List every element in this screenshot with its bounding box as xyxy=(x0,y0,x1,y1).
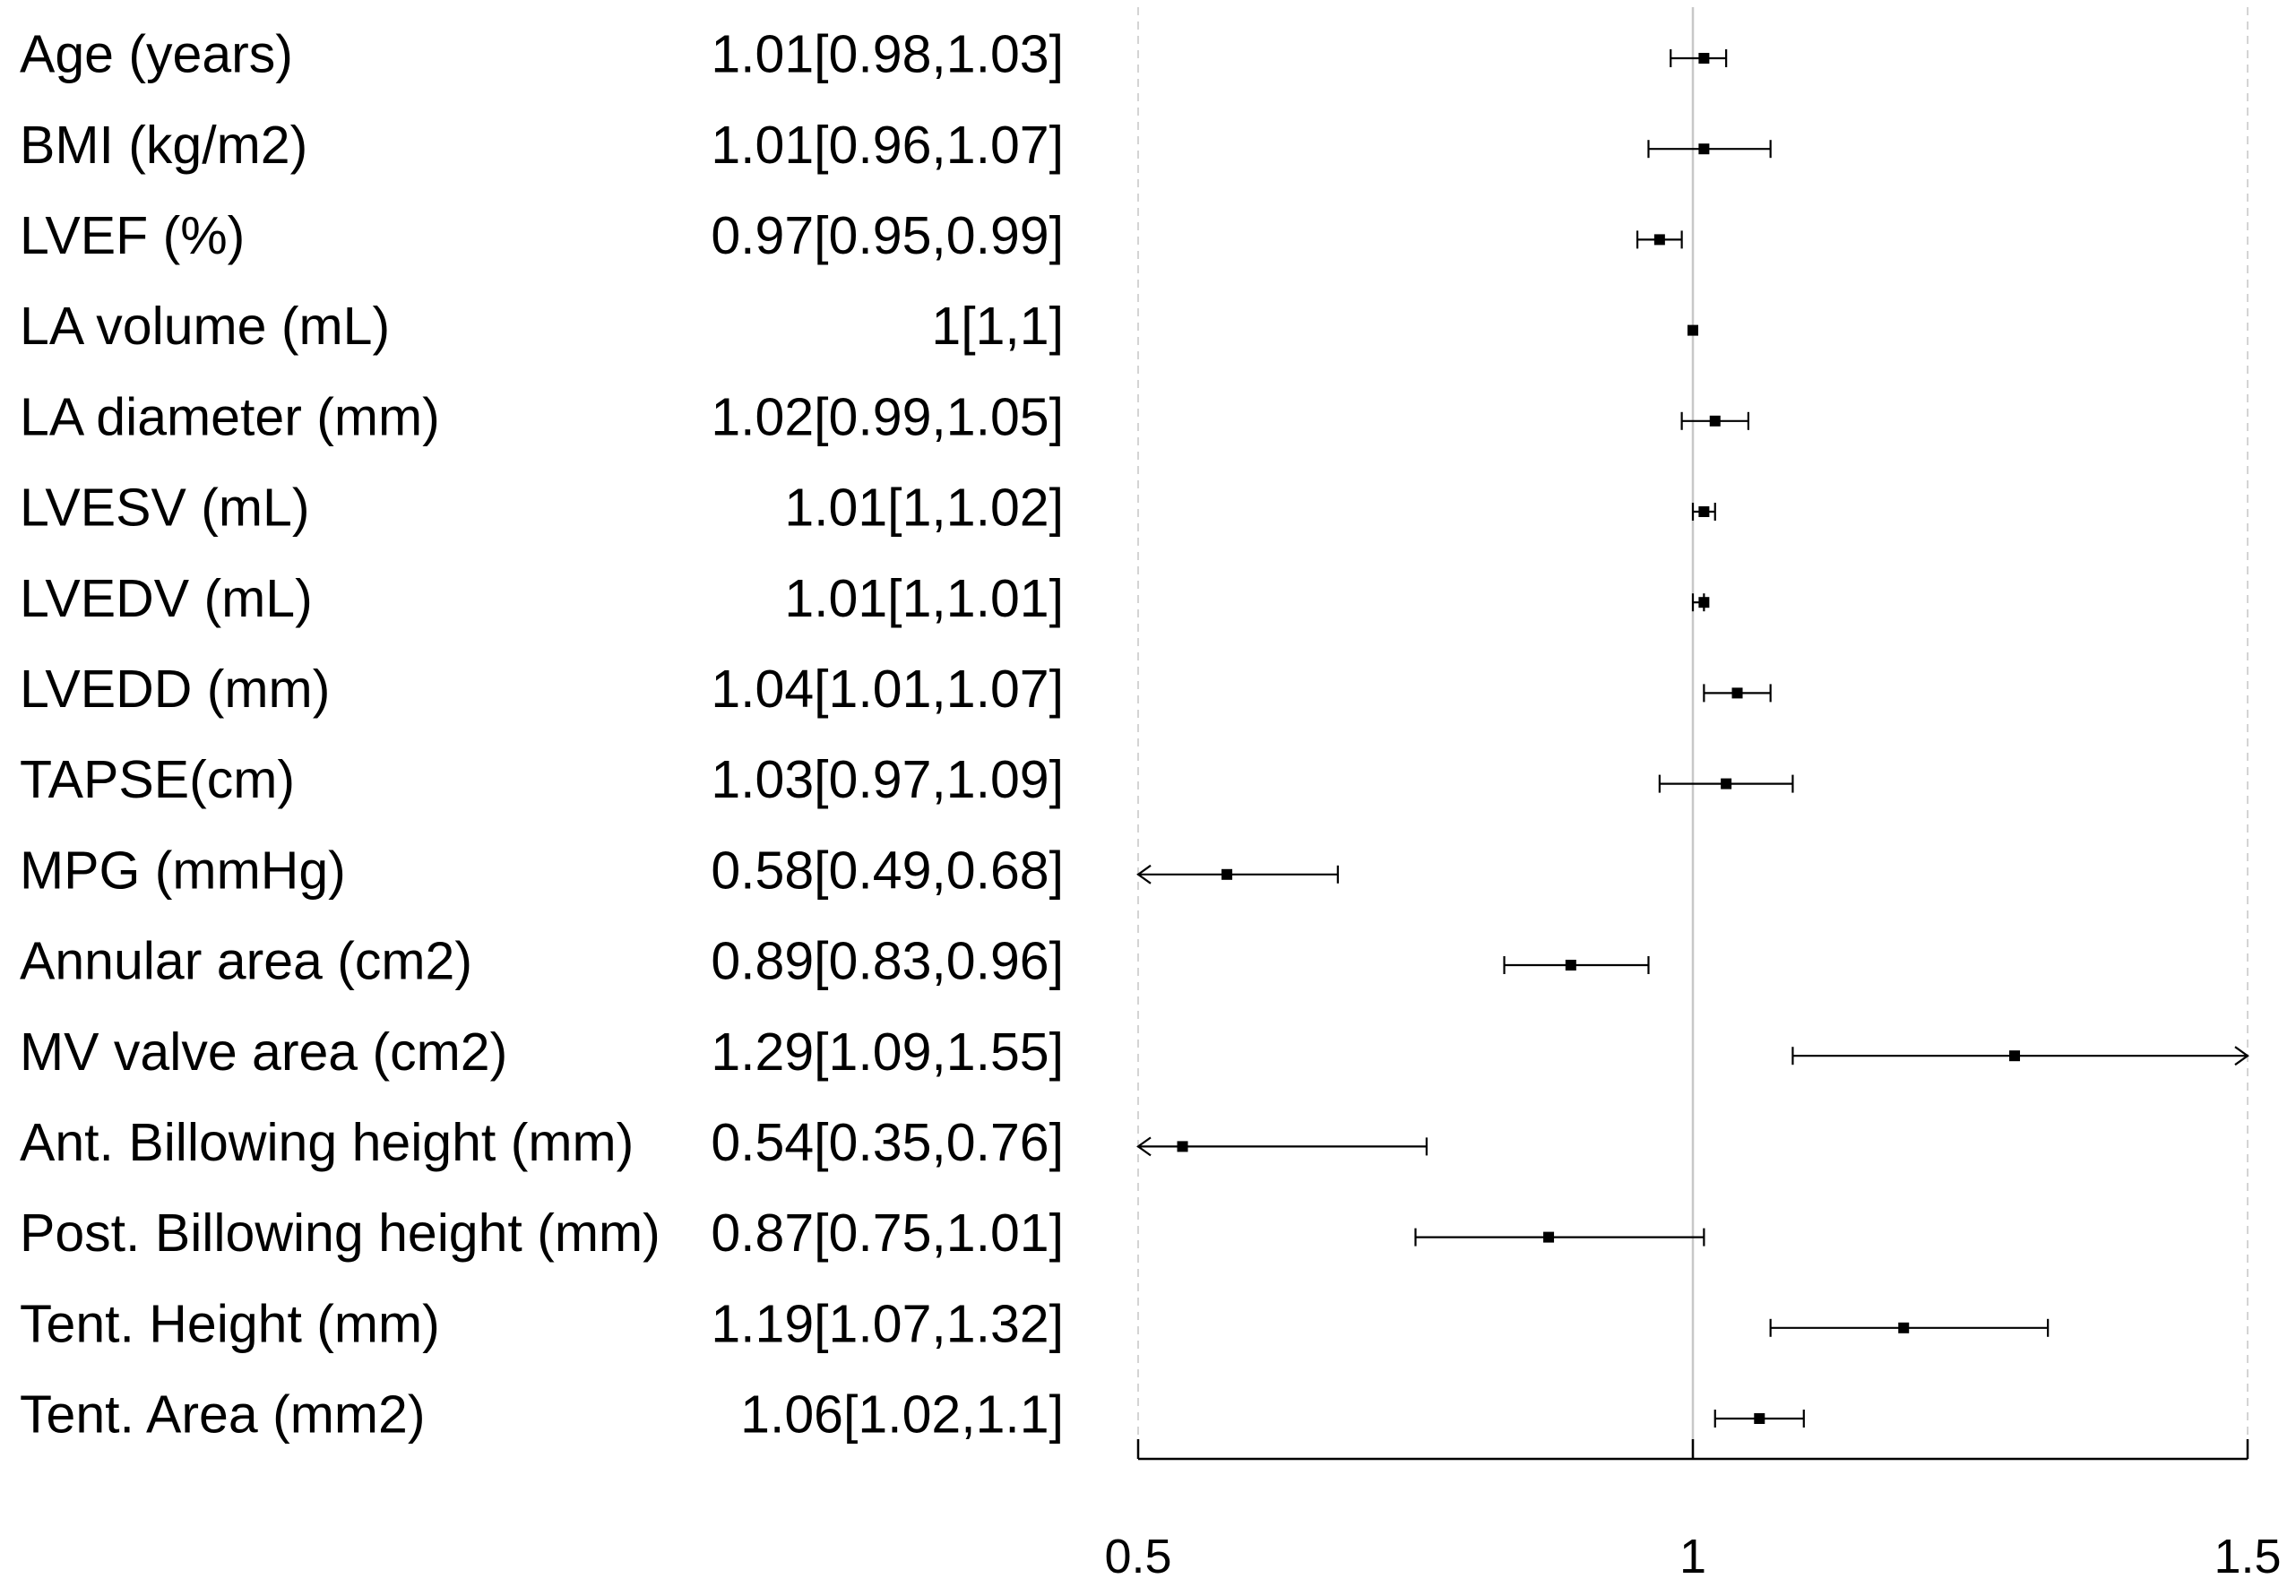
point-estimate xyxy=(1653,234,1665,246)
forest-row xyxy=(1658,774,1794,793)
row-label: LA diameter (mm) xyxy=(20,387,440,446)
row-label: LA volume (mL) xyxy=(20,297,390,356)
forest-row xyxy=(1636,230,1683,249)
forest-marks xyxy=(1136,49,2249,1428)
row-estimate: 1.06[1.02,1.1] xyxy=(740,1385,1064,1445)
row-estimate: 0.97[0.95,0.99] xyxy=(711,206,1064,265)
forest-row xyxy=(1691,503,1716,521)
row-estimate: 0.58[0.49,0.68] xyxy=(711,841,1064,900)
row-label: LVEDD (mm) xyxy=(20,660,330,719)
row-label: BMI (kg/m2) xyxy=(20,116,307,175)
forest-row xyxy=(1503,956,1650,974)
row-label: Tent. Area (mm2) xyxy=(20,1385,425,1445)
row-estimate: 1.03[0.97,1.09] xyxy=(711,750,1064,809)
row-estimate: 1[1,1] xyxy=(931,297,1064,356)
point-estimate xyxy=(1698,597,1710,608)
row-label: Ant. Billowing height (mm) xyxy=(20,1113,634,1172)
forest-row xyxy=(1136,1136,1428,1157)
row-estimate: 0.87[0.75,1.01] xyxy=(711,1203,1064,1263)
row-estimate: 1.04[1.01,1.07] xyxy=(711,660,1064,719)
point-estimate xyxy=(1565,960,1576,971)
row-estimate: 0.89[0.83,0.96] xyxy=(711,932,1064,991)
point-estimate xyxy=(1731,687,1743,699)
x-tick-label: 1.5 xyxy=(2214,1530,2281,1583)
forest-row xyxy=(1687,324,1698,336)
x-axis: 0.5 1 1.5 xyxy=(1104,1439,2282,1583)
row-estimate: 1.29[1.09,1.55] xyxy=(711,1022,1064,1082)
row-estimate: 0.54[0.35,0.76] xyxy=(711,1113,1064,1172)
point-estimate xyxy=(1754,1413,1765,1424)
point-estimate xyxy=(1721,778,1732,789)
point-estimate xyxy=(1177,1141,1188,1152)
row-estimate: 1.19[1.07,1.32] xyxy=(711,1294,1064,1353)
row-label: LVEDV (mL) xyxy=(20,569,313,628)
point-estimate xyxy=(1687,324,1698,336)
row-label: Age (years) xyxy=(20,25,293,84)
ci-arrow-left xyxy=(1136,864,1152,884)
row-label: TAPSE(cm) xyxy=(20,750,295,809)
point-estimate xyxy=(1698,143,1710,155)
row-label: Annular area (cm2) xyxy=(20,932,472,991)
row-label: LVEF (%) xyxy=(20,206,245,265)
forest-row xyxy=(1680,411,1750,430)
x-tick-label: 1 xyxy=(1679,1530,1706,1583)
row-label: LVESV (mL) xyxy=(20,479,310,538)
x-tick-label: 0.5 xyxy=(1104,1530,1171,1583)
forest-row xyxy=(1647,140,1772,159)
point-estimate xyxy=(1709,415,1721,427)
row-estimate: 1.01[1,1.02] xyxy=(784,479,1064,538)
row-labels: Age (years) BMI (kg/m2) LVEF (%) LA volume … xyxy=(20,25,660,1445)
point-estimate xyxy=(1221,868,1233,880)
ci-arrow-left xyxy=(1136,1136,1152,1157)
grid-lines xyxy=(1137,7,2249,1459)
forest-row xyxy=(1691,593,1710,612)
forest-row xyxy=(1136,864,1339,884)
forest-row xyxy=(1791,1046,2249,1066)
forest-row xyxy=(1414,1228,1705,1247)
point-estimate xyxy=(1543,1231,1555,1243)
row-label: Tent. Height (mm) xyxy=(20,1294,440,1353)
row-estimate: 1.01[0.96,1.07] xyxy=(711,116,1064,175)
point-estimate xyxy=(1698,506,1710,517)
point-estimate xyxy=(1898,1322,1910,1333)
forest-row xyxy=(1713,1410,1805,1428)
forest-row xyxy=(1670,49,1728,67)
row-label: MV valve area (cm2) xyxy=(20,1022,507,1082)
forest-row xyxy=(1703,684,1772,703)
forest-row xyxy=(1769,1318,2050,1337)
row-estimates: 1.01[0.98,1.03] 1.01[0.96,1.07] 0.97[0.95,… xyxy=(711,25,1064,1445)
row-estimate: 1.01[0.98,1.03] xyxy=(711,25,1064,84)
row-label: MPG (mmHg) xyxy=(20,841,346,900)
ci-arrow-right xyxy=(2234,1046,2249,1066)
point-estimate xyxy=(2009,1050,2021,1062)
point-estimate xyxy=(1698,53,1710,64)
row-estimate: 1.02[0.99,1.05] xyxy=(711,387,1064,446)
row-estimate: 1.01[1,1.01] xyxy=(784,569,1064,628)
row-label: Post. Billowing height (mm) xyxy=(20,1203,660,1263)
